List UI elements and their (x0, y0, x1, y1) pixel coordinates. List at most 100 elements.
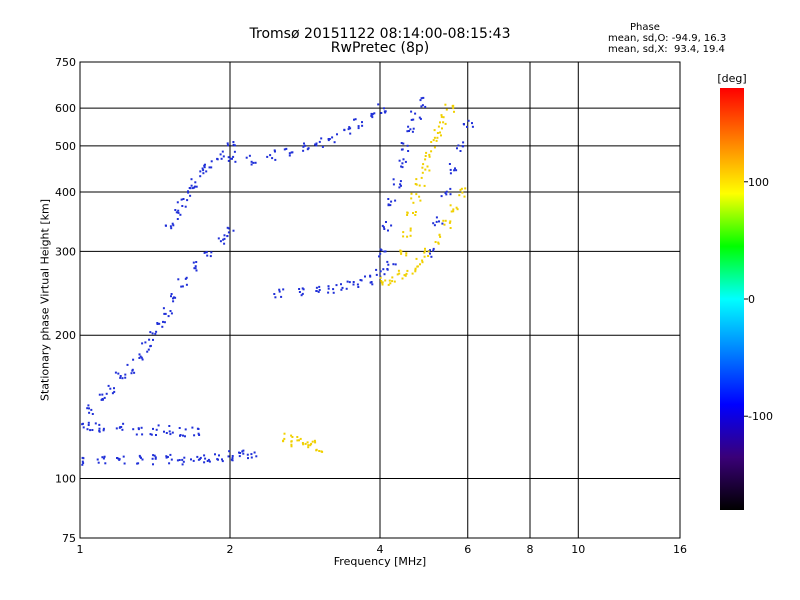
echo-point (401, 166, 404, 169)
echo-point (204, 457, 207, 460)
echo-point (411, 130, 414, 133)
echo-point (327, 287, 330, 290)
echo-point (315, 290, 318, 292)
echo-point (464, 187, 467, 190)
echo-point (416, 265, 419, 268)
echo-point (298, 439, 300, 442)
echo-point (332, 288, 335, 291)
echo-point (317, 290, 320, 293)
echo-point (197, 458, 200, 461)
echo-point (432, 249, 435, 252)
echo-point (448, 163, 451, 165)
echo-point (118, 458, 121, 461)
echo-point (218, 454, 220, 457)
echo-point (290, 443, 293, 446)
echo-point (274, 158, 277, 161)
echo-point (149, 345, 152, 348)
echo-point (449, 193, 452, 196)
echo-point (399, 180, 402, 183)
echo-point (348, 126, 351, 129)
echo-point (137, 428, 140, 431)
echo-point (210, 160, 213, 163)
x-tick-label: 10 (571, 543, 585, 556)
echo-point (239, 452, 242, 454)
echo-point (227, 455, 230, 458)
echo-point (412, 127, 415, 130)
echo-point (209, 255, 212, 258)
echo-point (169, 453, 172, 456)
echo-point (328, 138, 331, 140)
echo-point (198, 434, 201, 436)
echo-point (137, 462, 140, 465)
echo-point (406, 144, 409, 147)
echo-point (427, 250, 430, 253)
echo-point (423, 184, 426, 187)
echo-point (181, 205, 184, 207)
echo-point (172, 224, 175, 227)
echo-point (404, 274, 407, 277)
echo-point (444, 192, 447, 194)
echo-point (421, 261, 424, 264)
colorbar: [deg] 100 0 -100 (717, 72, 773, 510)
echo-point (282, 288, 285, 291)
echo-point (101, 393, 104, 396)
echo-point (208, 460, 211, 463)
echo-point (424, 168, 427, 171)
echo-point (407, 125, 410, 128)
echo-point (203, 454, 206, 457)
echo-point (285, 147, 288, 150)
echo-point (315, 448, 318, 451)
echo-point (396, 273, 399, 276)
echo-point (386, 260, 389, 263)
echo-point (154, 457, 157, 460)
echo-point (456, 208, 459, 211)
echo-point (454, 167, 456, 170)
echo-point (109, 387, 112, 390)
echo-point (409, 229, 412, 232)
y-tick-label: 400 (55, 186, 76, 199)
chart-subtitle: RwPretec (8p) (330, 40, 430, 56)
echo-point (380, 280, 383, 282)
echo-point (184, 205, 187, 208)
echo-point (177, 211, 180, 214)
echo-point (406, 235, 409, 238)
echo-point (343, 129, 346, 132)
echo-point (428, 155, 431, 158)
echo-point (288, 154, 291, 157)
echo-point (221, 460, 224, 463)
echo-point (371, 283, 374, 286)
echo-point (201, 167, 204, 170)
echo-point (387, 229, 389, 232)
echo-point (241, 450, 244, 453)
echo-point (412, 212, 414, 214)
echo-point (449, 220, 452, 223)
echo-point (370, 114, 373, 117)
echo-point (421, 171, 424, 174)
echo-point (405, 252, 408, 255)
echo-point (356, 283, 359, 286)
chart-title: Tromsø 20151122 08:14:00-08:15:43 (249, 26, 511, 42)
echo-point (169, 310, 172, 312)
echo-point (87, 421, 90, 424)
echo-point (113, 387, 115, 390)
echo-point (120, 426, 123, 428)
echo-point (157, 424, 160, 427)
echo-point (410, 197, 413, 200)
echo-point (227, 231, 230, 234)
echo-point (303, 142, 305, 145)
echo-point (221, 150, 224, 153)
echo-point (304, 144, 307, 147)
echo-point (153, 454, 156, 457)
echo-point (170, 295, 172, 298)
echo-point (87, 424, 90, 426)
echo-point (357, 125, 360, 128)
echo-point (101, 456, 104, 459)
echo-point (409, 128, 412, 131)
echo-point (184, 277, 187, 280)
echo-point (414, 211, 417, 213)
echo-point (82, 457, 85, 460)
echo-point (437, 241, 440, 244)
echo-point (242, 449, 245, 452)
echo-point (82, 462, 85, 465)
echo-point (430, 141, 433, 143)
